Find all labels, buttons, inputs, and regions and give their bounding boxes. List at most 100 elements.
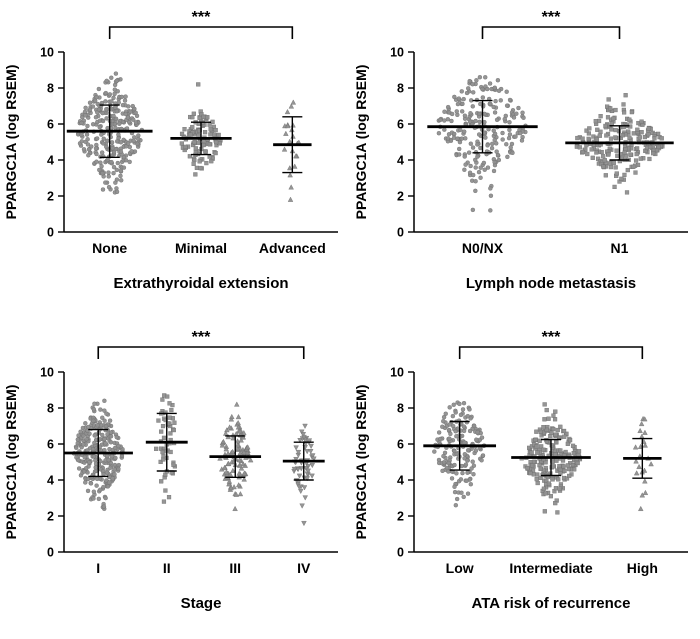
data-point	[247, 457, 254, 463]
data-point	[454, 451, 459, 457]
data-point	[611, 116, 616, 121]
y-axis-label: PPARGC1A (log RSEM)	[353, 385, 369, 540]
data-point	[637, 135, 643, 140]
data-point	[606, 152, 611, 157]
data-point	[86, 424, 91, 430]
data-point	[500, 130, 505, 136]
data-point	[571, 451, 576, 456]
data-point	[638, 420, 645, 427]
data-point	[166, 495, 172, 500]
data-point	[87, 107, 93, 112]
data-point	[112, 472, 117, 477]
data-point	[459, 89, 464, 94]
data-point	[304, 449, 310, 455]
data-point	[238, 465, 245, 471]
data-point	[90, 104, 96, 109]
data-point	[133, 120, 139, 125]
data-point	[293, 445, 299, 451]
data-point	[482, 111, 487, 117]
data-point	[470, 207, 476, 213]
y-tick-label: 6	[47, 437, 54, 451]
data-point	[297, 438, 303, 444]
data-point	[103, 99, 108, 104]
data-point	[642, 489, 649, 495]
data-point	[183, 144, 188, 149]
data-point	[229, 448, 236, 454]
data-point	[75, 440, 80, 446]
data-point	[631, 164, 636, 169]
data-point	[96, 86, 102, 92]
data-point	[549, 443, 554, 448]
data-point	[98, 407, 103, 412]
data-point	[104, 470, 110, 475]
data-point	[295, 449, 302, 456]
data-point	[91, 489, 97, 494]
data-point	[78, 429, 83, 434]
data-point	[642, 478, 648, 484]
data-point	[232, 505, 238, 512]
data-point	[476, 169, 482, 175]
data-point	[488, 208, 493, 213]
data-point	[442, 109, 447, 114]
data-point	[471, 172, 476, 178]
data-point	[116, 466, 121, 472]
category-label: None	[92, 240, 127, 256]
data-point	[454, 496, 460, 502]
data-point	[216, 132, 221, 138]
subplot-lymph-node-metastasis: 0 2 4 6 8 10 N0/NX N1 Lymph node metastasis PPARG…	[350, 0, 700, 320]
data-point	[564, 431, 569, 436]
data-point	[160, 423, 166, 429]
data-point	[284, 122, 291, 129]
data-point	[586, 136, 591, 141]
data-point	[100, 415, 105, 420]
data-point	[182, 127, 187, 132]
data-point	[485, 165, 491, 170]
data-point	[639, 130, 644, 135]
data-point	[534, 429, 539, 434]
data-point	[111, 150, 117, 155]
data-point	[496, 88, 502, 93]
data-point	[518, 130, 523, 136]
data-point	[490, 141, 495, 147]
data-point	[240, 461, 246, 467]
data-point	[188, 132, 193, 137]
data-point	[479, 435, 485, 440]
data-point	[625, 167, 630, 173]
data-point	[601, 154, 606, 159]
data-point	[293, 153, 299, 159]
data-point	[131, 117, 136, 122]
data-point	[488, 186, 493, 191]
data-point	[160, 397, 165, 402]
data-point	[154, 446, 159, 451]
data-point	[117, 121, 122, 126]
data-point	[473, 188, 478, 194]
data-point	[133, 110, 138, 115]
significance-stars: ***	[542, 9, 561, 26]
significance-bracket	[108, 26, 294, 39]
data-point	[109, 99, 114, 104]
data-point	[647, 156, 652, 162]
data-point	[586, 131, 591, 136]
data-point	[94, 95, 99, 100]
data-point	[100, 432, 105, 438]
data-point	[553, 486, 559, 491]
data-point	[114, 139, 120, 144]
data-point	[465, 470, 470, 475]
data-point	[209, 159, 214, 164]
data-point	[507, 120, 512, 125]
data-point	[309, 462, 316, 469]
y-tick-label: 8	[47, 401, 54, 415]
data-point	[106, 170, 111, 175]
data-point	[104, 107, 109, 112]
data-point	[470, 145, 476, 150]
data-point	[491, 104, 496, 110]
data-point	[311, 456, 317, 462]
y-tick-label: 6	[397, 437, 404, 451]
data-point	[445, 104, 451, 110]
data-point	[565, 463, 570, 468]
data-point	[558, 424, 563, 429]
data-point	[241, 430, 247, 436]
data-point	[528, 471, 533, 476]
data-point	[109, 159, 114, 165]
data-point	[91, 454, 97, 459]
